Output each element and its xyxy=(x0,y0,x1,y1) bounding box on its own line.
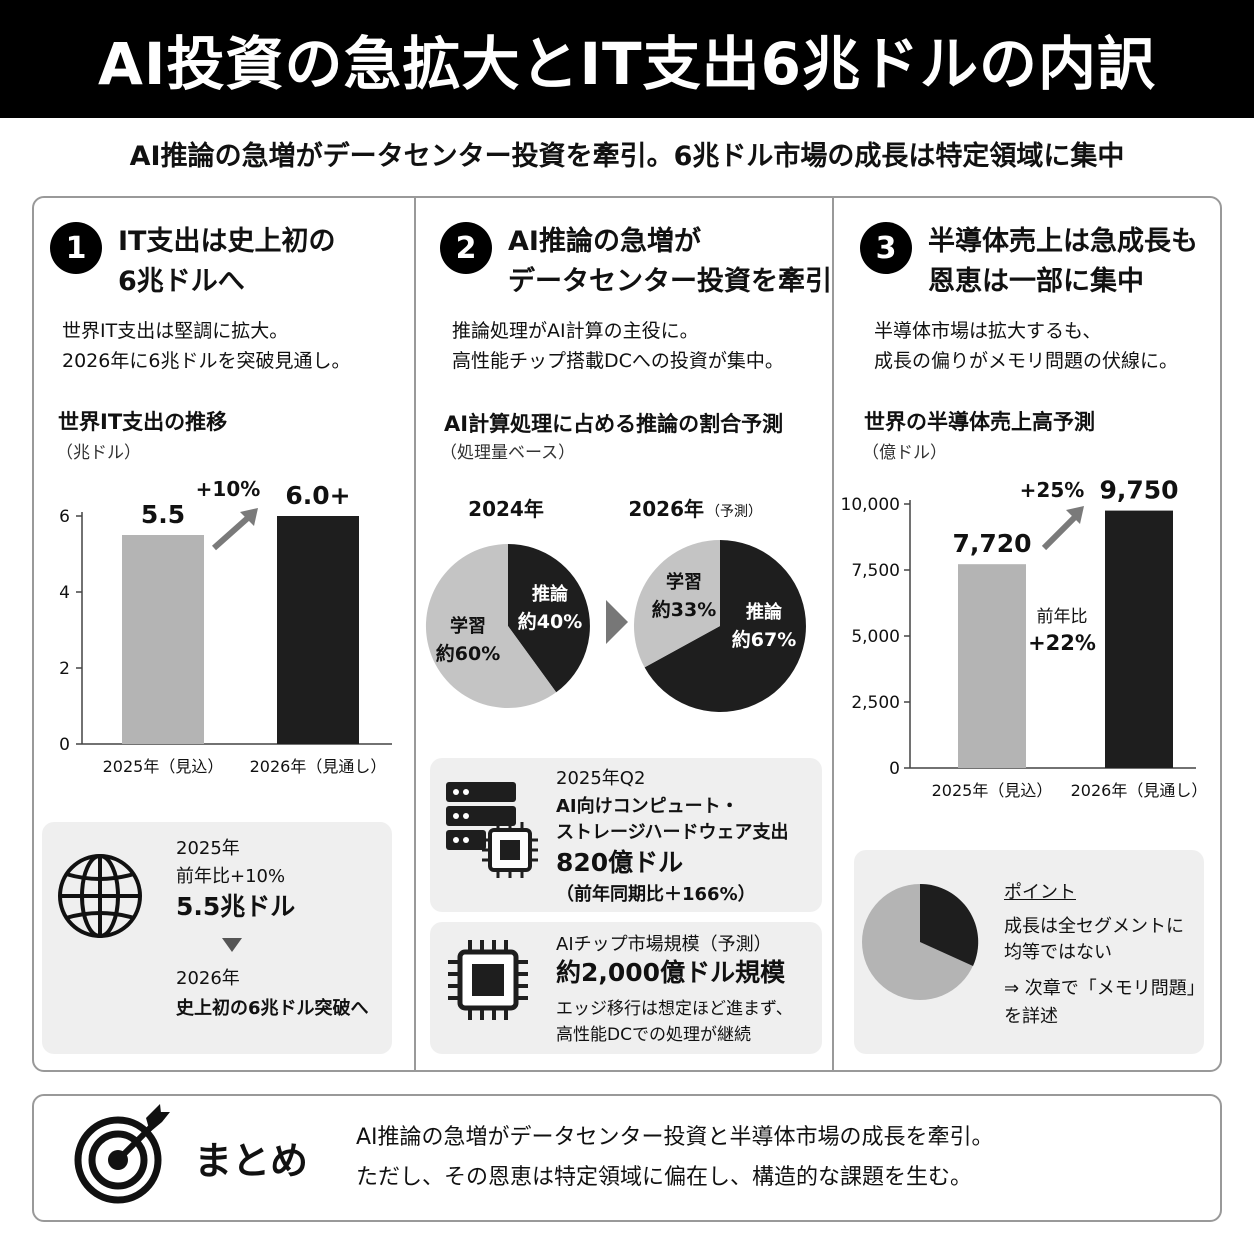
page-subtitle: AI推論の急増がデータセンター投資を牽引。6兆ドル市場の成長は特定領域に集中 xyxy=(129,141,1125,172)
panel2-chart-title: AI計算処理に占める推論の割合予測 xyxy=(444,412,784,436)
panel1-info-growth: 前年比+10% xyxy=(176,866,286,887)
chip-note-line1: エッジ移行は想定ほど進まず、 xyxy=(556,999,793,1019)
hw-label-line1: AI向けコンピュート・ xyxy=(556,796,739,817)
chip-note-line2: 高性能DCでの処理が継続 xyxy=(556,1025,751,1045)
panel1-info-value: 5.5兆ドル xyxy=(176,892,296,921)
point-heading: ポイント xyxy=(1004,882,1076,903)
panel2-desc-line1: 推論処理がAI計算の主役に。 xyxy=(452,320,699,342)
panel1-info-year-2025: 2025年 xyxy=(176,838,240,859)
header-bar xyxy=(0,0,1254,118)
summary-box xyxy=(32,1094,1222,1222)
panel1-chart-title: 世界IT支出の推移 xyxy=(58,410,228,434)
summary-line1: AI推論の急増がデータセンター投資と半導体市場の成長を牽引。 xyxy=(356,1125,994,1150)
panel3-chart-title: 世界の半導体売上高予測 xyxy=(864,410,1095,434)
summary-text: AI推論の急増がデータセンター投資と半導体市場の成長を牽引。 ただし、その恩恵は… xyxy=(356,1118,994,1198)
panel-number-2: 2 xyxy=(440,222,492,274)
panel1-info-milestone: 史上初の6兆ドル突破へ xyxy=(176,998,369,1019)
panel3-title-line2: 恩恵は一部に集中 xyxy=(928,266,1144,297)
panel2-desc-line2: 高性能チップ搭載DCへの投資が集中。 xyxy=(452,350,784,372)
panel3-title-line1: 半導体売上は急成長も xyxy=(928,226,1198,257)
point-line1: 成長は全セグメントに xyxy=(1004,916,1184,937)
panel1-desc-line1: 世界IT支出は堅調に拡大。 xyxy=(62,320,289,342)
point-line4: を詳述 xyxy=(1004,1006,1058,1027)
chip-market-label: AIチップ市場規模（予測） xyxy=(556,934,772,955)
panel3-chart-unit: （億ドル） xyxy=(862,443,947,463)
panel1-title-line1: IT支出は史上初の xyxy=(118,226,336,257)
panel-number-1: 1 xyxy=(50,222,102,274)
panel-number-3: 3 xyxy=(860,222,912,274)
hw-label-line2: ストレージハードウェア支出 xyxy=(556,822,789,843)
panel1-desc-line2: 2026年に6兆ドルを突破見通し。 xyxy=(62,350,351,372)
hw-growth: （前年同期比＋166%） xyxy=(556,884,756,905)
panel1-title-line2: 6兆ドルへ xyxy=(118,266,245,297)
panel3-desc-line2: 成長の偏りがメモリ問題の伏線に。 xyxy=(874,350,1179,372)
panel2-title-line2: データセンター投資を牽引 xyxy=(508,266,832,297)
panel2-chart-unit: （処理量ベース） xyxy=(440,443,576,463)
panel1-info-year-2026: 2026年 xyxy=(176,968,240,989)
hw-period: 2025年Q2 xyxy=(556,768,646,789)
panel3-desc-line1: 半導体市場は拡大するも、 xyxy=(874,320,1102,342)
panel1-chart-unit: （兆ドル） xyxy=(56,443,141,463)
summary-line2: ただし、その恩恵は特定領域に偏在し、構造的な課題を生む。 xyxy=(356,1165,973,1190)
chip-market-value: 約2,000億ドル規模 xyxy=(556,958,786,987)
hw-value: 820億ドル xyxy=(556,848,684,877)
page-title: AI投資の急拡大とIT支出6兆ドルの内訳 xyxy=(98,30,1156,98)
panel2-title-line1: AI推論の急増が xyxy=(508,226,701,257)
point-line3: ⇒ 次章で「メモリ問題」 xyxy=(1004,978,1205,999)
summary-label: まとめ xyxy=(194,1139,309,1183)
point-line2: 均等ではない xyxy=(1004,942,1112,963)
